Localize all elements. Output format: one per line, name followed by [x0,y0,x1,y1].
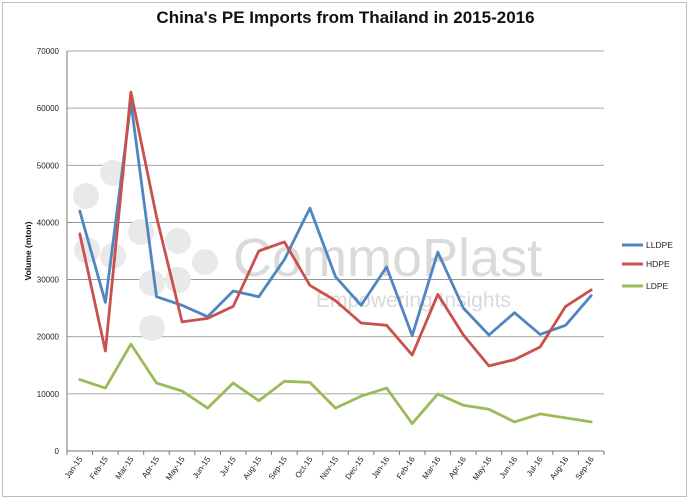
series-line-hdpe [78,90,593,368]
series-lines [78,90,593,426]
watermark-dot [192,249,218,275]
x-tick-label: Jul-15 [218,455,238,478]
watermark-dot [139,270,165,296]
y-tick-label: 70000 [37,47,60,56]
x-tick-label: Jun-16 [498,455,520,481]
y-axis-label: Volume (mton) [23,221,33,280]
y-tick-label: 60000 [37,104,60,113]
watermark-dot [100,243,126,269]
chart-title: China's PE Imports from Thailand in 2015… [156,8,535,27]
x-tick-label: May-15 [164,455,187,482]
y-tick-label: 10000 [37,390,60,399]
x-tick-label: Nov-15 [318,455,340,482]
x-tick-label: Aug-16 [548,455,570,482]
series-line-ldpe [78,342,593,426]
watermark-dot [73,183,99,209]
legend-label-ldpe: LDPE [646,281,669,291]
legend-label-lldpe: LLDPE [646,240,673,250]
x-tick-label: May-16 [471,455,494,482]
x-tick-label: Jan-16 [370,455,392,481]
x-tick-label: Sep-16 [574,455,596,482]
legend: LLDPE HDPE LDPE [622,240,673,291]
x-tick-label: Jan-15 [63,455,85,481]
x-tick-label: Feb-16 [395,455,417,481]
x-tick-label: Feb-15 [88,455,110,481]
x-tick-label: Apr-15 [140,455,161,480]
x-tick-label: Aug-15 [241,455,263,482]
x-tick-label: Dec-15 [344,455,366,482]
series-line-lldpe [78,101,593,338]
y-tick-label: 30000 [37,276,60,285]
watermark-dot [139,315,165,341]
y-tick-label: 40000 [37,218,60,227]
y-tick-label: 0 [55,447,60,456]
y-tick-label: 50000 [37,161,60,170]
x-tick-label: Mar-16 [421,455,443,481]
watermark-brand: CommoPlast [233,228,542,288]
y-tick-label: 20000 [37,333,60,342]
x-tick-label: Jun-15 [191,455,213,481]
x-tick-label: Oct-15 [293,455,314,480]
x-tick-label: Jul-16 [525,455,545,478]
x-tick-label: Mar-15 [114,455,136,481]
watermark-dot [100,160,126,186]
gridlines [67,50,604,395]
x-tick-label: Sep-15 [267,455,289,482]
x-tick-label: Apr-16 [447,455,468,480]
watermark-dot [165,228,191,254]
legend-label-hdpe: HDPE [646,259,670,269]
